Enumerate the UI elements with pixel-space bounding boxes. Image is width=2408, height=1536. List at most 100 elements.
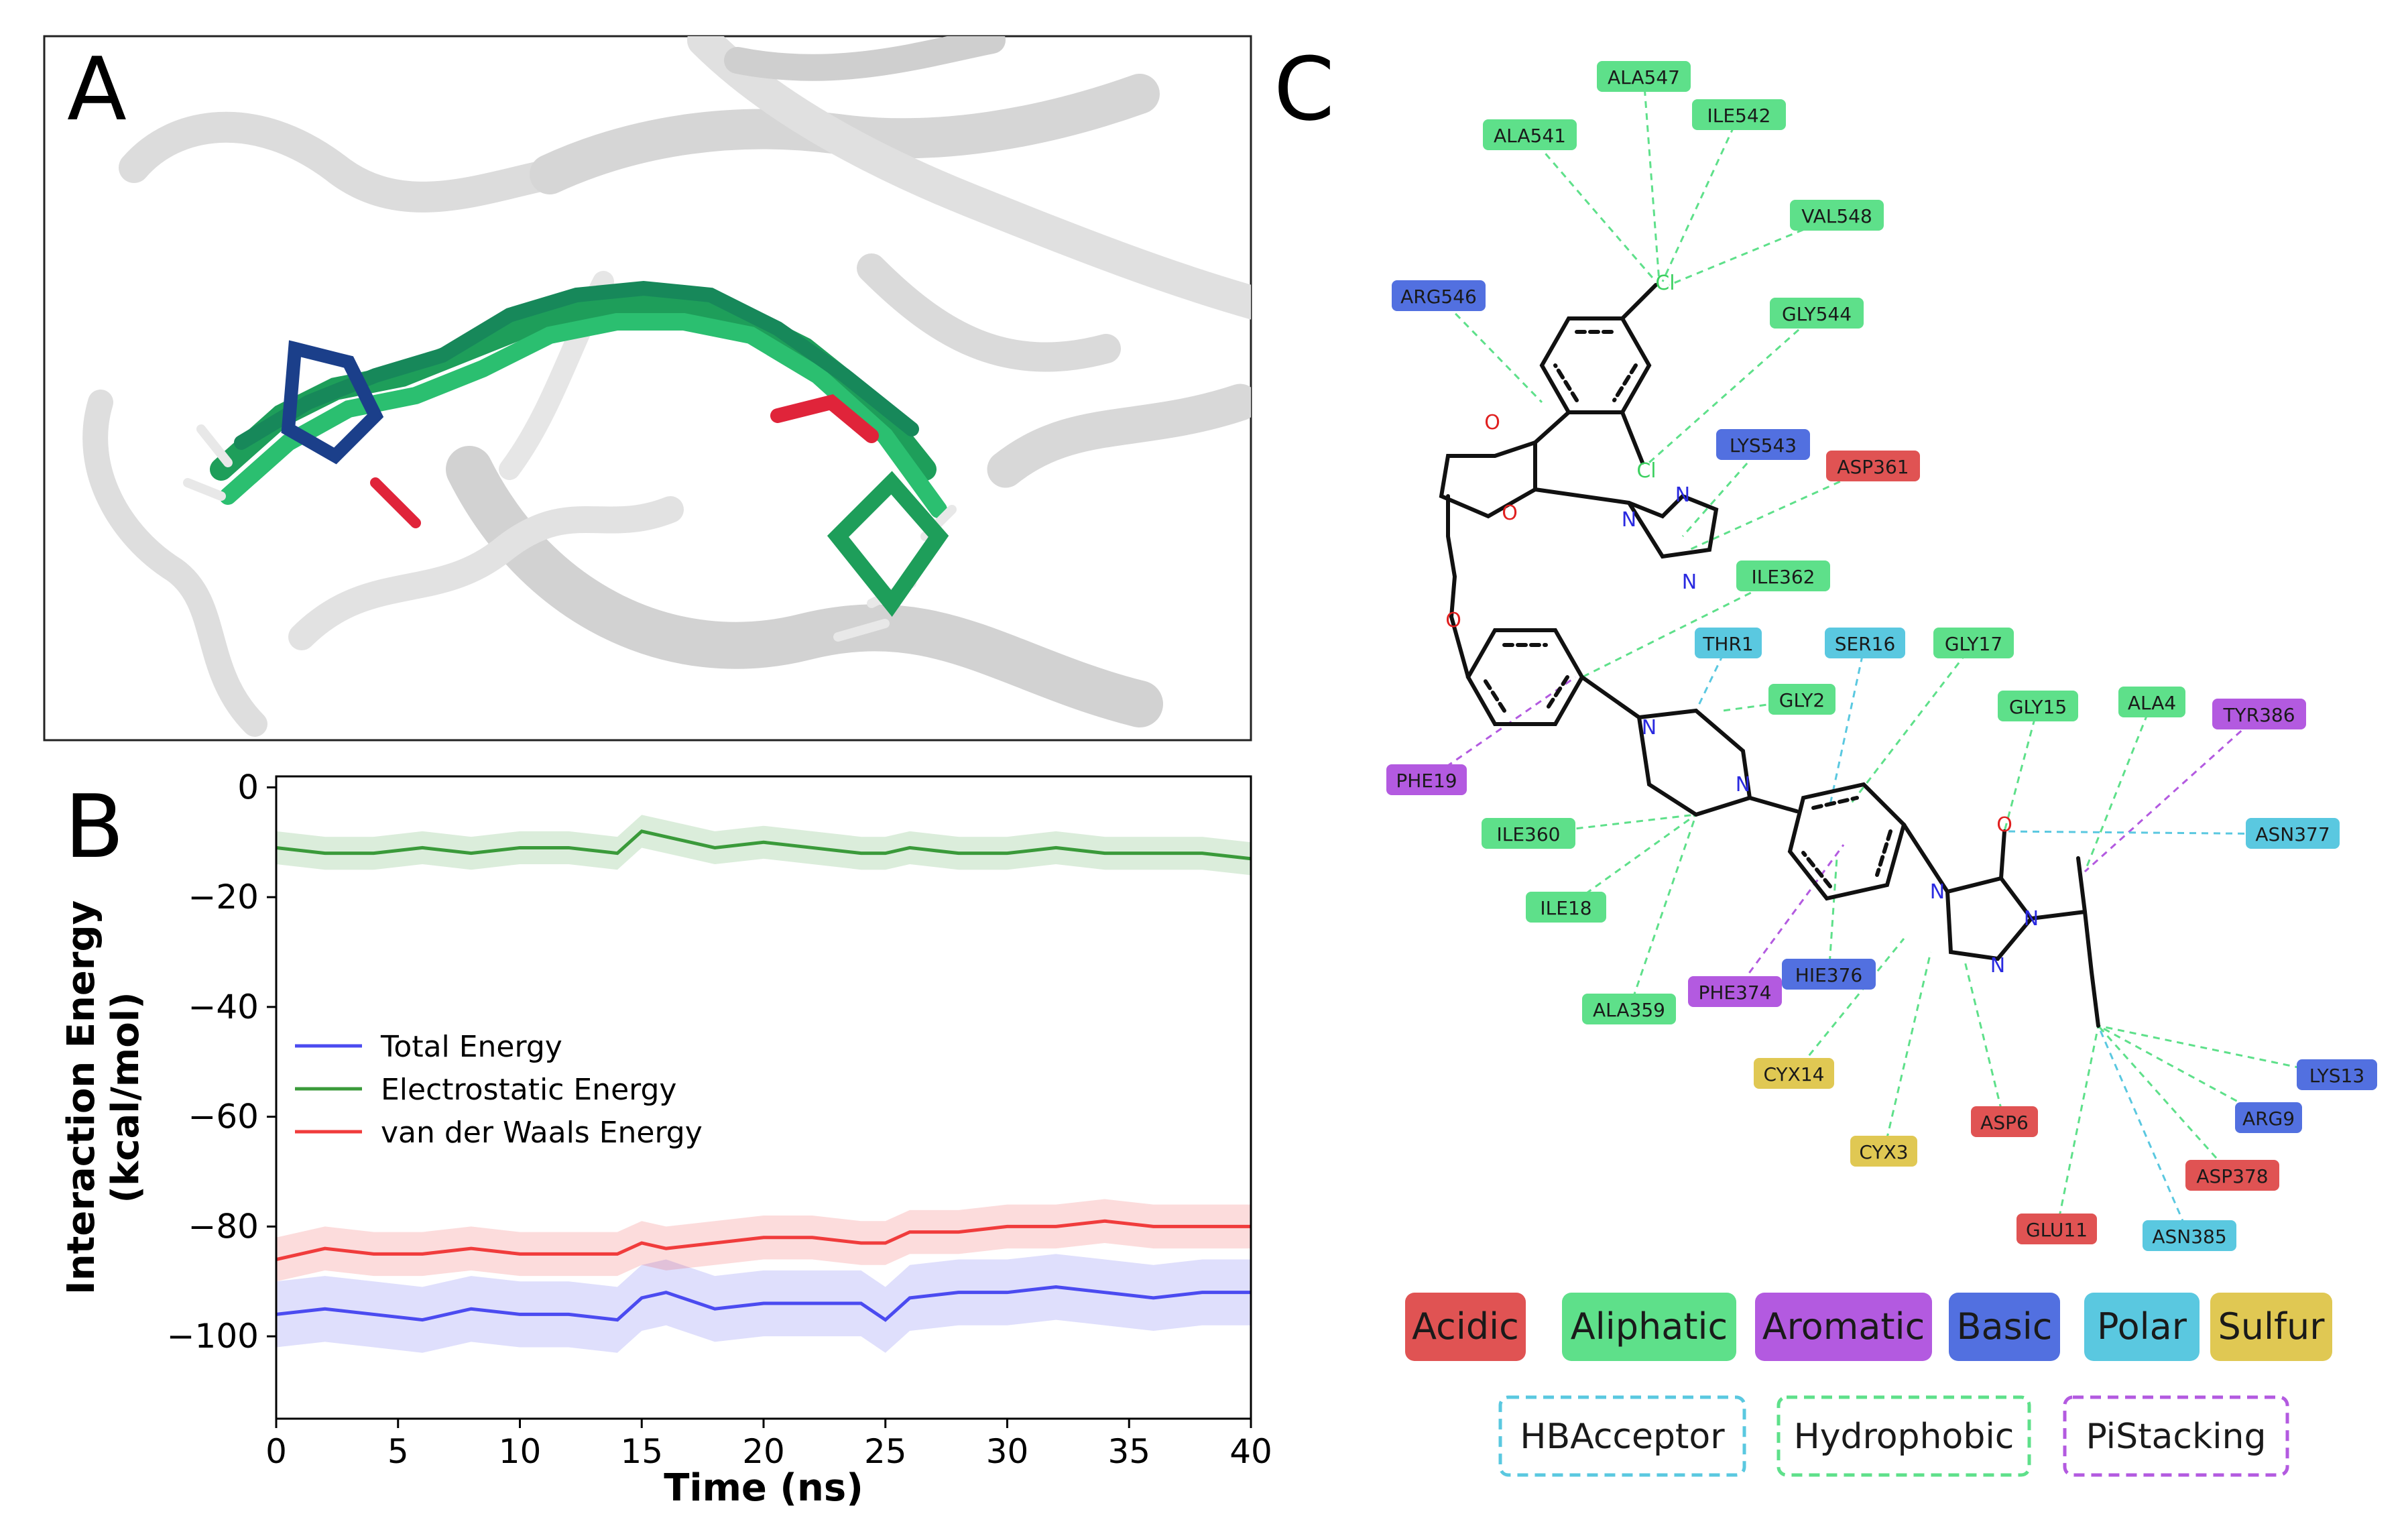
residue-badge [1482,818,1575,849]
residue-label: LYS543 [1730,434,1797,457]
residue-label: ASP6 [1980,1112,2029,1134]
panel-c: C [1274,38,2377,1477]
residue-label: ILE542 [1707,105,1771,127]
interaction-line [2055,1025,2100,1230]
interaction-line [1849,643,1975,805]
category-swatch [1755,1293,1932,1361]
interaction-line [1793,938,1905,1075]
atom-o-4: O [1996,813,2012,837]
interaction-line [2097,1025,2234,1177]
residue-badge [1688,976,1782,1007]
series-line-1 [276,829,1251,861]
interaction-line [1426,676,1576,782]
category-legend: Acidic Aliphatic Aromatic Basic Polar Sulfur [1405,1293,2332,1361]
series-lines [276,829,1251,1322]
panel-b: B 0 5 10 15 20 25 30 35 40 0 −20 −40 −60 −80 −100 Tim… [60,768,1272,1510]
residue-labels: ALA547 ILE542 ALA541 VAL548 ARG546 GLY544 LYS5… [1386,61,2377,1251]
residue-badge [1998,691,2078,721]
category-label: Acidic [1412,1305,1519,1348]
x-tick-label: 20 [742,1432,785,1471]
atom-o-2: O [1502,501,1518,525]
interaction-line [1827,858,1838,976]
atom-cl-1: Cl [1655,272,1675,295]
interaction-line [1528,135,1657,282]
residue-badge [1716,429,1810,460]
y-axis-label-line2: (kcal/mol) [104,992,147,1203]
interaction-line [1437,295,1543,404]
interaction-line [1963,958,2006,1123]
atom-n-3: N [1682,571,1697,594]
residue-badge [1386,764,1467,795]
residue-badge [2118,687,2185,717]
residue-label: THR1 [1702,633,1753,655]
category-swatch [1949,1293,2060,1361]
series-line-2 [276,1219,1251,1261]
interaction-line [2003,706,2039,832]
residue-label: ARG9 [2242,1108,2295,1130]
residue-label: ASN385 [2152,1226,2226,1248]
x-tick-label: 40 [1229,1432,1272,1471]
ligand-poses [183,280,957,642]
residue-label: ASP378 [2196,1165,2268,1187]
x-tick-label: 35 [1107,1432,1150,1471]
x-tick-label: 0 [265,1432,287,1471]
residue-label: ILE362 [1752,566,1815,588]
residue-badge [1692,99,1786,130]
category-label: Basic [1957,1305,2053,1348]
residue-label: PHE19 [1396,770,1457,792]
x-tick-label: 15 [620,1432,663,1471]
residue-label: ASN377 [2255,823,2330,845]
y-tick-label: −80 [188,1207,259,1246]
residue-badge [2016,1214,2097,1244]
series-line-0 [276,1285,1251,1322]
atom-n-6: N [1930,880,1945,904]
residue-badge [1526,892,1606,923]
interaction-line [1628,814,1697,1010]
x-tick-label: 30 [986,1432,1029,1471]
interaction-label: PiStacking [2086,1417,2266,1457]
residue-badge [1736,560,1830,591]
series-band-2 [276,1199,1251,1282]
residue-badge [1392,280,1486,311]
x-tick-label: 5 [387,1432,409,1471]
y-axis-label-line1: Interaction Energy [60,900,103,1295]
panel-a-label: A [67,38,127,140]
interaction-legend: HBAcceptor Hydrophobic PiStacking [1498,1395,2289,1477]
x-axis-ticks: 0 5 10 15 20 25 30 35 40 [265,1419,1272,1471]
residue-label: CYX3 [1859,1141,1908,1163]
interaction-line [2098,1024,2269,1120]
category-swatch [2084,1293,2200,1361]
residue-label: GLY17 [1945,633,2002,655]
residue-badge [1768,684,1835,715]
atom-o-3: O [1445,609,1461,632]
interaction-swatch [2063,1395,2289,1477]
residue-badge [1850,1136,1917,1167]
residue-label: TYR386 [2222,704,2295,726]
atom-n-4: N [1642,716,1657,740]
residue-label: LYS13 [2309,1065,2364,1087]
category-label: Sulfur [2218,1305,2326,1348]
residue-label: ALA547 [1608,66,1680,88]
category-label: Aromatic [1762,1305,1925,1348]
atom-n-1: N [1622,508,1636,532]
residue-label: ALA541 [1494,125,1566,147]
interaction-line [2084,702,2153,872]
y-tick-label: −40 [188,988,259,1026]
x-tick-label: 25 [864,1432,907,1471]
panel-a: A [43,35,1252,742]
legend-label-2: van der Waals Energy [381,1116,703,1150]
category-label: Polar [2097,1305,2187,1348]
x-axis-label: Time (ns) [664,1466,863,1510]
residue-badge [1582,994,1676,1024]
residue-label: ARG546 [1400,286,1477,308]
panel-b-label: B [64,776,124,878]
residue-badge [2212,699,2306,729]
residue-label: ALA359 [1593,999,1665,1021]
residue-badge [1754,1058,1834,1089]
interaction-line [2084,713,2261,873]
residue-badge [1782,959,1876,990]
residue-label: ILE360 [1497,823,1561,845]
legend-label-1: Electrostatic Energy [381,1073,676,1107]
chart-legend: Total Energy Electrostatic Energy van der … [295,1030,703,1150]
